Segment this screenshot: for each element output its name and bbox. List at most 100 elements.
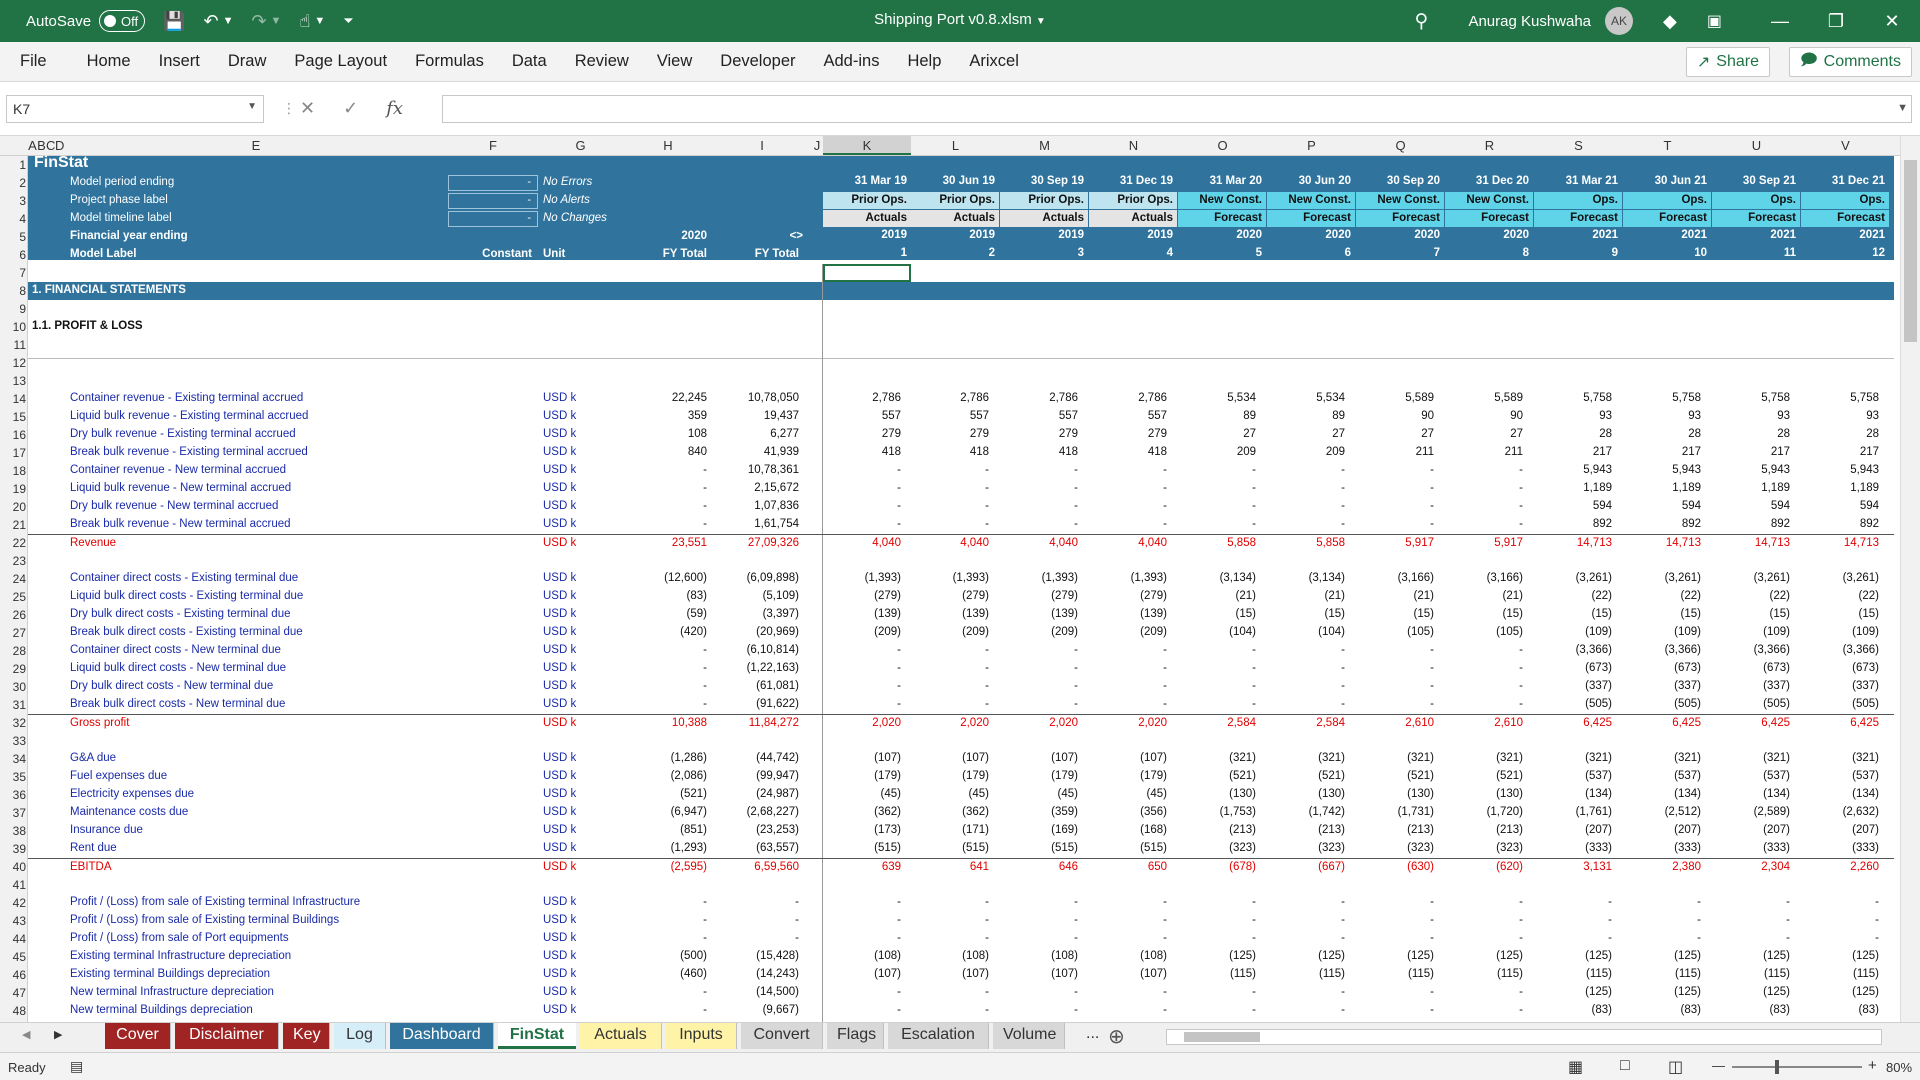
period-value[interactable]: - [1341, 482, 1345, 494]
period-value[interactable]: (134) [1585, 788, 1612, 800]
row-number[interactable]: 32 [12, 716, 26, 730]
table-row[interactable]: Break bulk direct costs - New terminal d… [28, 696, 1894, 714]
period-value[interactable]: - [1163, 1004, 1167, 1016]
period-value[interactable]: 217 [1681, 446, 1701, 458]
period-value[interactable]: 6,425 [1672, 717, 1701, 729]
period-value[interactable]: - [897, 518, 901, 530]
column-header-O[interactable]: O [1217, 138, 1228, 153]
period-value[interactable]: (537) [1763, 770, 1790, 782]
row-number[interactable]: 47 [12, 986, 26, 1000]
file-name[interactable]: Shipping Port v0.8.xlsm [874, 11, 1032, 28]
zoom-slider-handle[interactable] [1775, 1060, 1779, 1074]
restore-icon[interactable]: ❐ [1827, 10, 1845, 31]
menu-page-layout[interactable]: Page Layout [294, 52, 388, 70]
period-value[interactable]: - [1074, 896, 1078, 908]
period-value[interactable]: (515) [874, 842, 901, 854]
menu-add-ins[interactable]: Add-ins [823, 52, 880, 70]
period-value[interactable]: 2,786 [960, 392, 989, 404]
period-value[interactable]: - [1163, 644, 1167, 656]
period-value[interactable]: (125) [1407, 950, 1434, 962]
period-value[interactable]: (108) [1140, 950, 1167, 962]
column-header-J[interactable]: J [813, 138, 821, 153]
period-value[interactable]: - [985, 644, 989, 656]
period-value[interactable]: 27 [1332, 428, 1345, 440]
prev-sheet-icon[interactable]: ◀ [22, 1029, 31, 1041]
period-value[interactable]: 892 [1592, 518, 1612, 530]
column-header-E[interactable]: E [251, 138, 261, 153]
period-value[interactable]: 1,189 [1850, 482, 1879, 494]
period-value[interactable]: (537) [1674, 770, 1701, 782]
menu-formulas[interactable]: Formulas [415, 52, 484, 70]
period-value[interactable]: (130) [1496, 788, 1523, 800]
tab-escalation[interactable]: Escalation [888, 1023, 989, 1049]
period-value[interactable]: (3,261) [1664, 572, 1701, 584]
row-number[interactable]: 21 [12, 518, 26, 532]
period-value[interactable]: (109) [1852, 626, 1879, 638]
period-value[interactable]: (1,720) [1486, 806, 1523, 818]
period-value[interactable]: (45) [1146, 788, 1167, 800]
period-value[interactable]: (83) [1769, 1004, 1790, 1016]
period-value[interactable]: (279) [962, 590, 989, 602]
tab-actuals[interactable]: Actuals [580, 1023, 662, 1049]
period-value[interactable]: (3,134) [1308, 572, 1345, 584]
period-value[interactable]: 28 [1866, 428, 1879, 440]
menu-data[interactable]: Data [511, 52, 547, 70]
row-number[interactable]: 38 [12, 824, 26, 838]
row-number[interactable]: 41 [12, 878, 26, 892]
period-value[interactable]: 4,040 [960, 537, 989, 549]
period-value[interactable]: (321) [1407, 752, 1434, 764]
row-number[interactable]: 19 [12, 482, 26, 496]
period-value[interactable]: - [1519, 518, 1523, 530]
period-value[interactable]: (107) [874, 752, 901, 764]
row-number[interactable]: 16 [12, 428, 26, 442]
redo-icon[interactable]: ↷ [251, 10, 267, 31]
column-header-L[interactable]: L [951, 138, 960, 153]
period-value[interactable]: - [1786, 914, 1790, 926]
period-value[interactable]: - [1074, 662, 1078, 674]
row-number[interactable]: 44 [12, 932, 26, 946]
row-number[interactable]: 2 [19, 176, 26, 190]
period-value[interactable]: (115) [1675, 968, 1701, 980]
period-value[interactable]: (21) [1235, 590, 1256, 602]
period-value[interactable]: - [1074, 644, 1078, 656]
period-value[interactable]: (108) [1051, 950, 1078, 962]
table-row[interactable]: Gross profit USD k 10,388 11,84,272 2,020 2,0… [28, 714, 1894, 732]
period-value[interactable]: 5,858 [1227, 537, 1256, 549]
period-value[interactable]: - [1252, 680, 1256, 692]
period-value[interactable]: - [1163, 914, 1167, 926]
period-value[interactable]: - [1608, 914, 1612, 926]
undo-icon[interactable]: ↶ [203, 10, 219, 31]
period-value[interactable]: (125) [1229, 950, 1256, 962]
period-value[interactable]: 5,758 [1672, 392, 1701, 404]
period-value[interactable]: (134) [1674, 788, 1701, 800]
next-sheet-icon[interactable]: ▶ [54, 1029, 63, 1041]
period-value[interactable]: 5,589 [1494, 392, 1523, 404]
period-value[interactable]: - [1430, 518, 1434, 530]
period-value[interactable]: (125) [1585, 986, 1612, 998]
avatar[interactable]: AK [1605, 7, 1634, 35]
period-value[interactable]: - [1430, 932, 1434, 944]
table-row[interactable]: Liquid bulk revenue - Existing terminal … [28, 408, 1894, 426]
period-value[interactable]: 28 [1688, 428, 1701, 440]
name-box-dropdown-icon[interactable]: ▼ [247, 101, 257, 112]
row-number[interactable]: 14 [12, 392, 26, 406]
period-value[interactable]: - [1252, 482, 1256, 494]
period-value[interactable]: (107) [1051, 968, 1078, 980]
tab-disclaimer[interactable]: Disclaimer [175, 1023, 279, 1049]
period-value[interactable]: 2,020 [960, 717, 989, 729]
period-value[interactable]: (125) [1763, 950, 1790, 962]
period-value[interactable]: 27 [1421, 428, 1434, 440]
period-value[interactable]: 594 [1859, 500, 1879, 512]
period-value[interactable]: - [1697, 914, 1701, 926]
row-number[interactable]: 42 [12, 896, 26, 910]
period-value[interactable]: 2,380 [1672, 861, 1701, 873]
period-value[interactable]: (1,753) [1219, 806, 1256, 818]
period-value[interactable]: 892 [1770, 518, 1790, 530]
period-value[interactable]: - [985, 914, 989, 926]
period-value[interactable]: (2,512) [1664, 806, 1701, 818]
period-value[interactable]: (3,366) [1753, 644, 1790, 656]
share-button[interactable]: ↗ Share [1685, 47, 1770, 77]
period-value[interactable]: - [1163, 500, 1167, 512]
check-box[interactable]: - [448, 211, 538, 227]
